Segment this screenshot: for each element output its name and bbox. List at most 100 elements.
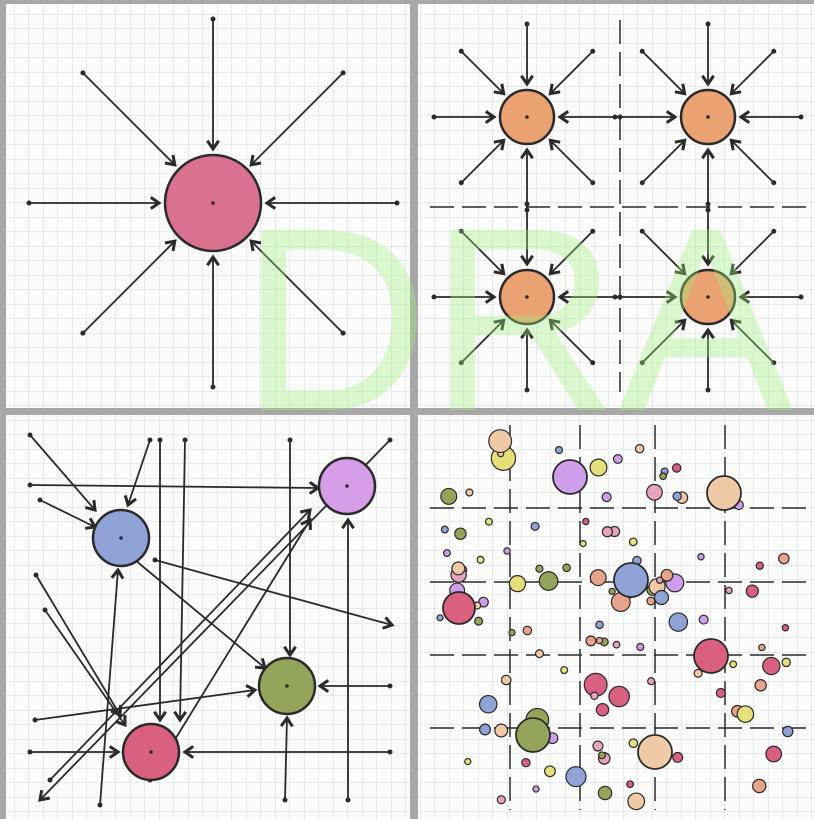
- center-dot: [119, 536, 123, 540]
- dot: [693, 668, 703, 678]
- dot: [534, 649, 545, 659]
- arrow-start: [182, 437, 188, 443]
- dot: [659, 472, 667, 481]
- arrow-head: [674, 263, 687, 276]
- arrow-line: [730, 319, 775, 364]
- dot: [562, 563, 571, 573]
- arrow-head: [665, 290, 678, 304]
- arrow-head: [484, 110, 497, 124]
- center-dot: [706, 115, 710, 119]
- dot: [451, 561, 466, 576]
- dot: [436, 614, 444, 622]
- center-dot: [525, 115, 529, 119]
- dot: [478, 694, 498, 714]
- arrow-head: [548, 318, 561, 331]
- dot: [479, 723, 492, 736]
- arrow-start: [524, 387, 530, 393]
- arrow-start: [524, 21, 530, 27]
- dot: [672, 491, 682, 501]
- dot: [589, 569, 607, 587]
- arrow-head: [557, 110, 570, 124]
- panel: [418, 415, 814, 819]
- arrow-head: [245, 684, 258, 698]
- arrow-start: [590, 180, 596, 186]
- dot: [745, 584, 759, 598]
- dot: [755, 561, 764, 570]
- arrow-head: [520, 327, 534, 340]
- arrow-start: [287, 437, 293, 443]
- dot: [628, 537, 638, 547]
- center-dot: [285, 684, 289, 688]
- arrow-start: [157, 437, 163, 443]
- arrow-head: [84, 499, 97, 513]
- arrow-start: [798, 294, 804, 300]
- arrow-line: [49, 509, 311, 781]
- arrow-line: [641, 319, 686, 364]
- arrow-start: [639, 180, 645, 186]
- arrow-line: [641, 230, 686, 275]
- arrow-line: [549, 230, 594, 275]
- arrow-head: [206, 139, 220, 152]
- arrow-start: [771, 360, 777, 366]
- arrow-head: [665, 110, 678, 124]
- arrow-start: [47, 777, 53, 783]
- arrow-start: [798, 114, 804, 120]
- arrow-line: [34, 689, 256, 721]
- arrow-head: [153, 710, 167, 723]
- arrow-start: [27, 482, 33, 488]
- dot: [560, 666, 569, 675]
- dot: [464, 757, 472, 766]
- arrow-head: [729, 318, 742, 331]
- dot: [530, 521, 540, 531]
- big-dot: [637, 734, 673, 770]
- arrow-start: [431, 294, 437, 300]
- dot: [628, 738, 639, 749]
- center-dot: [149, 750, 153, 754]
- arrow-head: [729, 83, 742, 96]
- dot: [634, 444, 645, 454]
- arrow-line: [641, 50, 686, 95]
- big-dot: [552, 459, 588, 495]
- dot: [636, 642, 645, 652]
- arrow-start: [612, 294, 618, 300]
- arrow-start: [32, 717, 38, 723]
- big-dot: [693, 638, 729, 674]
- arrow-line: [179, 439, 186, 721]
- arrow-head: [123, 494, 137, 508]
- arrow-line: [250, 240, 344, 334]
- dot: [597, 785, 613, 801]
- dot: [522, 625, 533, 636]
- arrow-line: [149, 519, 311, 781]
- arrow-start: [387, 683, 393, 689]
- dot: [521, 757, 531, 768]
- arrow-start: [458, 48, 464, 54]
- dot: [782, 725, 794, 738]
- arrow-head: [108, 745, 121, 759]
- arrow-head: [701, 147, 715, 160]
- center-dot: [345, 484, 349, 488]
- arrow-line: [730, 230, 775, 275]
- dot: [627, 792, 646, 811]
- arrow-start: [42, 607, 48, 613]
- arrow-start: [27, 749, 33, 755]
- dot: [508, 628, 516, 637]
- center-dot: [211, 201, 215, 205]
- arrow-line: [35, 574, 121, 716]
- arrow-start: [147, 437, 153, 443]
- arrow-head: [264, 196, 277, 210]
- arrow-start: [590, 360, 596, 366]
- arrow-line: [134, 559, 266, 669]
- arrow-start: [590, 228, 596, 234]
- dot: [729, 660, 738, 669]
- arrow-head: [317, 679, 330, 693]
- arrow-start: [590, 48, 596, 54]
- dot: [496, 795, 506, 805]
- arrow-start: [639, 48, 645, 54]
- arrow-start: [705, 387, 711, 393]
- arrow-start: [27, 432, 33, 438]
- arrow-head: [493, 83, 506, 96]
- dot: [660, 568, 674, 582]
- dot: [590, 691, 599, 701]
- arrow-head: [300, 517, 312, 531]
